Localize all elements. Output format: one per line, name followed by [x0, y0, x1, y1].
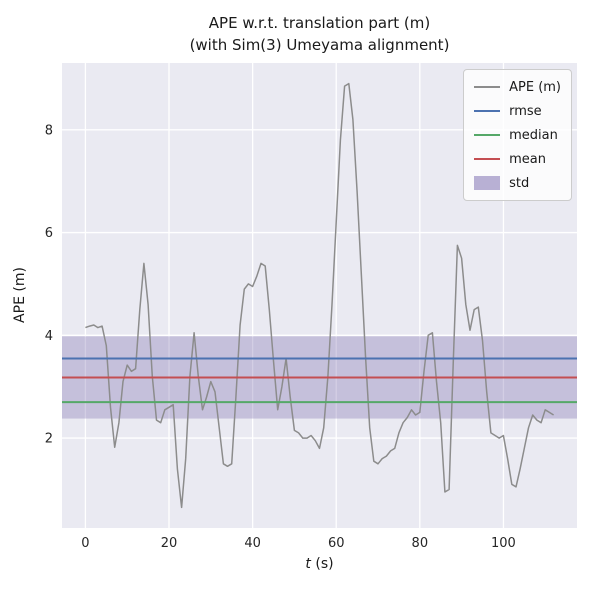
legend-item-std: std [474, 171, 561, 195]
y-tick-label: 4 [45, 329, 53, 344]
y-axis-label: APE (m) [12, 267, 28, 323]
x-tick-label: 40 [244, 536, 261, 551]
x-tick-label: 20 [161, 536, 178, 551]
y-tick-label: 8 [45, 123, 53, 138]
legend-swatch-mean [474, 157, 501, 161]
x-axis-label-var: t [305, 556, 311, 572]
legend-label-ape: APE (m) [509, 79, 561, 95]
legend-swatch-rmse [474, 109, 501, 113]
x-axis-label: t (s) [62, 556, 577, 572]
legend-item-ape: APE (m) [474, 75, 561, 99]
legend-item-rmse: rmse [474, 99, 561, 123]
x-tick-label: 0 [81, 536, 89, 551]
legend-swatch-median [474, 133, 501, 137]
ape-line [85, 82, 554, 509]
legend-swatch-std [474, 176, 501, 190]
y-tick-label: 2 [45, 432, 53, 447]
x-axis-label-unit: (s) [310, 556, 334, 572]
legend-label-std: std [509, 175, 530, 191]
y-tick-label: 6 [45, 226, 53, 241]
legend-item-mean: mean [474, 147, 561, 171]
x-tick-label: 60 [328, 536, 345, 551]
chart-title: APE w.r.t. translation part (m) (with Si… [62, 13, 577, 57]
legend: APE (m) rmse median mean std [463, 69, 572, 201]
legend-label-mean: mean [509, 151, 546, 167]
legend-item-median: median [474, 123, 561, 147]
x-tick-label: 80 [412, 536, 429, 551]
x-tick-label: 100 [491, 536, 516, 551]
legend-swatch-ape [474, 85, 501, 89]
chart-title-line1: APE w.r.t. translation part (m) [208, 14, 431, 32]
chart-title-line2: (with Sim(3) Umeyama alignment) [189, 35, 450, 54]
legend-label-rmse: rmse [509, 103, 542, 119]
legend-label-median: median [509, 127, 558, 143]
